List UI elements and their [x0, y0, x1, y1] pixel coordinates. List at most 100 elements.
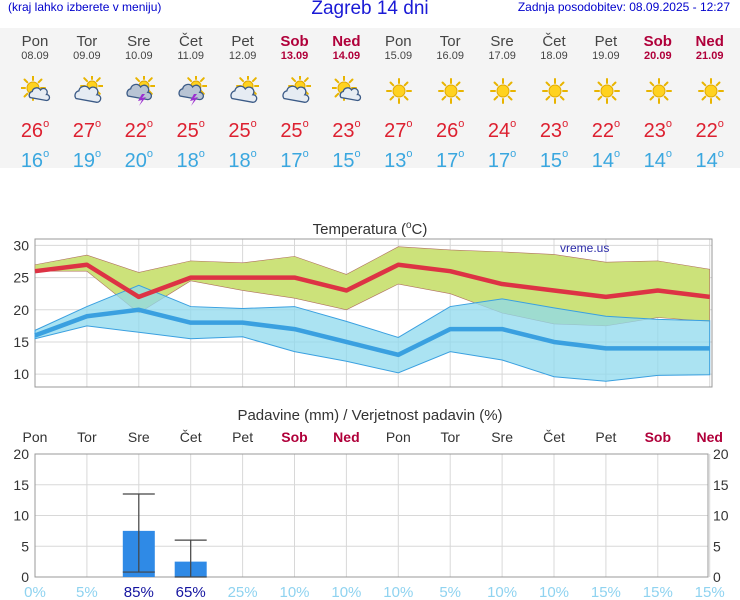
min-temperature: 17o: [280, 148, 309, 172]
max-temperature: 23o: [643, 118, 672, 142]
day-column: Čet 11.09 25o 18o: [165, 33, 217, 172]
sun-icon: [438, 78, 465, 104]
max-temperature: 26o: [20, 118, 50, 142]
y-tick-label: 10: [13, 508, 29, 524]
day-column: Pet 19.09 22o 14o: [580, 34, 632, 173]
day-date: 15.09: [384, 50, 413, 62]
min-temperature: 19o: [72, 148, 102, 172]
precipitation-chart: Padavine (mm) / Verjetnost padavin (%) Po…: [13, 407, 729, 600]
day-date: 11.09: [177, 50, 205, 62]
day-name: Sre: [127, 33, 151, 50]
sun-icon: [542, 78, 568, 104]
min-temperature: 16o: [20, 148, 50, 172]
sun-cloud-icon: [21, 76, 51, 102]
y-tick-label: 30: [13, 237, 29, 253]
y-tick-label: 5: [21, 538, 29, 554]
day-column: Tor 09.09 27o 19o: [61, 33, 113, 172]
x-tick-label: Sre: [491, 429, 513, 445]
max-temperature: 27o: [384, 118, 413, 142]
precip-probability: 25%: [228, 584, 258, 600]
precip-probability: 10%: [331, 584, 361, 600]
day-name: Ned: [332, 33, 361, 50]
precip-probability: 10%: [487, 584, 517, 600]
day-date: 16.09: [436, 50, 464, 62]
day-name: Pon: [21, 33, 49, 50]
max-temperature: 26o: [436, 118, 465, 142]
day-name: Tor: [439, 33, 461, 50]
y-tick-label: 20: [13, 446, 29, 462]
x-tick-label: Sob: [281, 429, 307, 445]
chart-title: Padavine (mm) / Verjetnost padavin (%): [237, 407, 502, 424]
day-name: Sre: [490, 33, 514, 50]
day-name: Sob: [280, 33, 309, 50]
sun-icon: [697, 78, 724, 104]
min-temperature: 18o: [228, 148, 257, 172]
x-tick-label: Čet: [180, 429, 202, 445]
y-tick-label-right: 20: [713, 446, 729, 462]
day-name: Pet: [231, 33, 254, 50]
day-column: Sob 20.09 23o 14o: [632, 34, 684, 173]
max-temperature: 24o: [487, 118, 517, 142]
max-temperature: 25o: [280, 118, 309, 142]
cloud-sun-icon: [281, 76, 311, 103]
x-tick-label: Sob: [645, 429, 671, 445]
x-tick-label: Sre: [128, 429, 150, 445]
temperature-chart: Temperatura (oC) 10 15 20 25 30 vreme.us: [13, 220, 713, 388]
min-temperature: 17o: [487, 148, 517, 172]
precip-probability: 15%: [643, 584, 673, 600]
day-column: Pet 12.09 25o 18o: [217, 33, 269, 172]
day-date: 19.09: [592, 50, 620, 62]
sun-icon: [645, 78, 672, 104]
sun-icon: [386, 78, 413, 104]
day-date: 09.09: [73, 50, 101, 62]
page-title: Zagreb 14 dni: [311, 0, 429, 19]
day-date: 10.09: [125, 50, 153, 62]
y-tick-label-right: 5: [713, 538, 721, 554]
precip-probability: 5%: [439, 584, 461, 600]
header-note[interactable]: (kraj lahko izberete v meniju): [8, 0, 162, 14]
last-update: Zadnja posodobitev: 08.09.2025 - 12:27: [517, 0, 730, 14]
thunderstorm-icon: [126, 76, 155, 106]
sun-cloud-icon: [332, 76, 362, 102]
plot-frame: [34, 453, 709, 578]
day-date: 20.09: [644, 50, 672, 62]
x-tick-label: Pon: [23, 429, 48, 445]
day-date: 18.09: [540, 50, 568, 62]
day-name: Čet: [179, 33, 203, 50]
min-temperature: 17o: [436, 148, 465, 172]
min-temperature: 15o: [539, 148, 569, 172]
min-temperature: 14o: [591, 148, 621, 172]
y-tick-label-right: 10: [713, 508, 729, 524]
max-temperature: 23o: [332, 118, 361, 142]
cloud-sun-icon: [74, 76, 103, 103]
watermark: vreme.us: [560, 241, 609, 255]
min-temperature: 20o: [124, 148, 153, 172]
min-temp-line: [34, 307, 710, 358]
x-tick-label: Tor: [440, 429, 460, 445]
day-date: 17.09: [488, 50, 516, 62]
precip-probability: 10%: [279, 584, 309, 600]
max-temperature: 22o: [124, 118, 153, 142]
y-tick-label-right: 0: [713, 569, 721, 585]
day-column: Sre 10.09 22o 20o: [113, 33, 165, 172]
day-date: 12.09: [228, 50, 257, 62]
x-tick-label: Pet: [595, 429, 616, 445]
min-temperature: 15o: [332, 148, 361, 172]
max-temperature: 23o: [539, 118, 569, 142]
cloud-sun-icon: [229, 76, 259, 103]
day-name: Čet: [542, 33, 566, 50]
min-temp-band: [34, 284, 711, 382]
thunderstorm-icon: [178, 76, 207, 106]
max-temperature: 22o: [591, 118, 621, 142]
precip-probability: 15%: [695, 584, 725, 600]
precip-probability: 10%: [383, 584, 413, 600]
day-date: 08.09: [21, 50, 49, 62]
x-tick-label: Pet: [232, 429, 253, 445]
day-name: Tor: [76, 33, 98, 50]
day-column: Sob 13.09 25o 17o: [269, 33, 321, 172]
x-tick-label: Čet: [543, 429, 565, 445]
day-column: Pon 15.09 27o 13o: [372, 34, 424, 173]
min-temperature: 18o: [176, 148, 205, 172]
max-temp-line: [34, 262, 710, 300]
precip-probability: 65%: [176, 584, 206, 600]
